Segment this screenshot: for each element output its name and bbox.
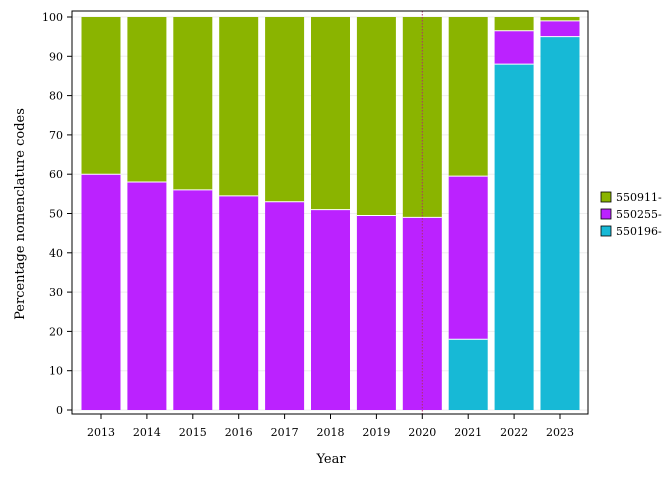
bar-segment-550255-2017 xyxy=(265,201,305,410)
y-tick-label: 90 xyxy=(49,50,63,63)
bar-segment-550255-2014 xyxy=(127,182,167,410)
bars xyxy=(81,17,580,411)
bar-segment-550255-2021 xyxy=(448,176,488,340)
x-tick-label: 2015 xyxy=(179,426,207,439)
x-tick-label: 2013 xyxy=(87,426,115,439)
x-tick-label: 2021 xyxy=(454,426,482,439)
x-tick-label: 2016 xyxy=(225,426,253,439)
legend-swatch xyxy=(600,225,612,237)
bar-segment-550255-2016 xyxy=(219,195,259,410)
bar-segment-550911-2022 xyxy=(494,17,534,31)
y-tick-label: 10 xyxy=(49,365,63,378)
bar-segment-550911-2016 xyxy=(219,17,259,196)
bar-segment-550196-2023 xyxy=(540,36,580,411)
y-tick-label: 0 xyxy=(56,404,63,417)
bar-segment-550255-2022 xyxy=(494,30,534,65)
bar-segment-550911-2014 xyxy=(127,17,167,183)
bar-segment-550911-2015 xyxy=(173,17,213,190)
x-tick-label: 2014 xyxy=(133,426,161,439)
y-tick-label: 60 xyxy=(49,168,63,181)
x-tick-label: 2019 xyxy=(362,426,390,439)
y-tick-label: 20 xyxy=(49,325,63,338)
x-tick-label: 2018 xyxy=(317,426,345,439)
legend-swatch xyxy=(600,208,612,220)
legend-label: 550911- xyxy=(616,191,662,204)
y-tick-label: 100 xyxy=(42,11,63,24)
y-axis-title: Percentage nomenclature codes xyxy=(13,108,28,320)
bar-segment-550196-2021 xyxy=(448,339,488,410)
bar-segment-550255-2015 xyxy=(173,189,213,410)
bar-segment-550255-2013 xyxy=(81,174,121,410)
legend: 550911- 550255- 550196- xyxy=(600,191,662,238)
legend-label: 550196- xyxy=(616,225,662,238)
bar-segment-550911-2017 xyxy=(265,17,305,202)
bar-segment-550255-2018 xyxy=(311,209,350,410)
bar-segment-550911-2013 xyxy=(81,17,121,175)
y-tick-label: 50 xyxy=(49,208,63,221)
x-tick-label: 2017 xyxy=(271,426,299,439)
legend-swatch xyxy=(600,191,612,203)
y-tick-label: 80 xyxy=(49,90,63,103)
bar-segment-550196-2022 xyxy=(494,64,534,410)
y-tick-label: 40 xyxy=(49,247,63,260)
bar-segment-550255-2019 xyxy=(356,215,396,410)
y-axis: 0 10 20 30 40 50 60 70 80 90 100 xyxy=(42,11,72,417)
x-axis: 2013 2014 2015 2016 2017 2018 2019 2020 2021 2022… xyxy=(87,414,574,439)
bar-segment-550911-2023 xyxy=(540,17,580,21)
y-tick-label: 30 xyxy=(49,286,63,299)
bar-segment-550911-2021 xyxy=(448,17,488,177)
x-axis-title: Year xyxy=(315,452,346,467)
legend-label: 550255- xyxy=(616,208,662,221)
bar-segment-550911-2018 xyxy=(311,17,350,210)
bar-segment-550911-2019 xyxy=(356,17,396,216)
bar-segment-550255-2023 xyxy=(540,20,580,37)
x-tick-label: 2020 xyxy=(408,426,436,439)
x-tick-label: 2022 xyxy=(500,426,528,439)
x-tick-label: 2023 xyxy=(546,426,574,439)
y-tick-label: 70 xyxy=(49,129,63,142)
